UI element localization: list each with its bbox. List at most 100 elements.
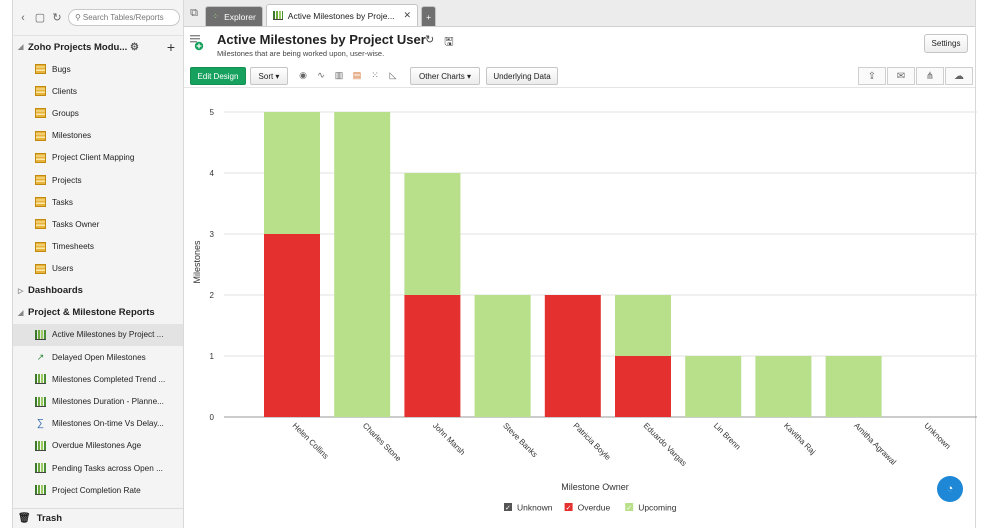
bar-segment-upcoming[interactable] xyxy=(615,295,671,356)
search-icon: ⚲ xyxy=(75,13,81,22)
sidebar-table-item[interactable]: Bugs xyxy=(13,58,183,80)
area-chart-icon[interactable]: ◺ xyxy=(389,70,397,80)
sidebar-report-item[interactable]: ∑ Milestones On-time Vs Delay... xyxy=(13,413,183,435)
bar-segment-overdue[interactable] xyxy=(404,295,461,417)
collapsed-triangle-icon[interactable]: ▷ xyxy=(18,287,24,295)
sidebar-table-item[interactable]: Projects xyxy=(13,169,183,191)
report-list-icon xyxy=(190,35,204,51)
expand-triangle-icon[interactable]: ◢ xyxy=(18,44,24,51)
sidebar-item-label: Clients xyxy=(52,86,78,96)
sidebar-table-item[interactable]: Tasks xyxy=(13,191,183,213)
bar-segment-overdue[interactable] xyxy=(544,295,601,417)
x-tick-label: Lin Brenn xyxy=(712,421,743,452)
sidebar-table-item[interactable]: Timesheets xyxy=(13,236,183,258)
new-tab-button[interactable]: + xyxy=(421,6,437,26)
sidebar-table-item[interactable]: Milestones xyxy=(13,125,183,147)
bar-segment-upcoming[interactable] xyxy=(755,356,812,417)
share-icon[interactable]: ⋔ xyxy=(916,67,944,85)
sidebar-report-item[interactable]: ↗ Delayed Open Milestones xyxy=(13,346,183,368)
close-icon[interactable]: ✕ xyxy=(403,10,412,20)
chat-icon: ◔ xyxy=(946,483,954,495)
sidebar-report-item[interactable]: Milestones Completed Trend ... xyxy=(13,368,183,390)
sidebar-item-label: Milestones Duration - Planne... xyxy=(52,397,164,407)
sidebar-report-item[interactable]: Milestones Duration - Planne... xyxy=(13,390,183,412)
sidebar-toolbar: ‹ ▢ ↻ ⚲ Search Tables/Reports xyxy=(13,0,183,36)
bar-segment-upcoming[interactable] xyxy=(334,112,391,417)
table-icon xyxy=(35,241,46,252)
underlying-data-button[interactable]: Underlying Data xyxy=(486,67,558,85)
chevron-down-icon: ▾ xyxy=(464,71,472,81)
bar-segment-upcoming[interactable] xyxy=(404,173,461,295)
email-icon[interactable]: ✉ xyxy=(887,67,915,85)
tab-explorer[interactable]: ⁘ Explorer xyxy=(205,6,263,26)
refresh-icon[interactable]: ↻ xyxy=(52,12,62,24)
legend-label: Upcoming xyxy=(638,503,677,513)
sidebar-report-item[interactable]: Project Completion Rate xyxy=(13,479,183,501)
settings-button[interactable]: Settings xyxy=(924,34,968,53)
legend-item[interactable]: ✓ Upcoming xyxy=(625,503,677,513)
sidebar-item-label: Timesheets xyxy=(52,242,95,252)
table-icon xyxy=(35,64,46,75)
sidebar-report-item[interactable]: Pending Tasks across Open ... xyxy=(13,457,183,479)
sidebar-report-item[interactable]: Active Milestones by Project ... xyxy=(13,323,183,347)
edit-design-button[interactable]: Edit Design xyxy=(190,67,246,85)
y-tick-label: 2 xyxy=(210,291,215,300)
bar-segment-upcoming[interactable] xyxy=(825,356,882,417)
x-tick-label: Amitha Agrawal xyxy=(852,421,898,467)
x-tick-label: John Marsh xyxy=(431,421,467,457)
pie-chart-icon[interactable]: ◉ xyxy=(299,70,307,80)
line-chart-icon[interactable]: ∿ xyxy=(317,70,325,80)
chat-support-button[interactable]: ◔ xyxy=(937,476,963,502)
dashboards-label: Dashboards xyxy=(28,285,83,297)
legend-swatch xyxy=(504,503,512,511)
sidebar-table-item[interactable]: Project Client Mapping xyxy=(13,147,183,169)
expand-triangle-icon[interactable]: ◢ xyxy=(18,309,24,317)
new-folder-icon[interactable]: ▢ xyxy=(34,12,46,24)
sidebar-table-item[interactable]: Groups xyxy=(13,102,183,124)
table-icon xyxy=(35,175,46,186)
export-icon[interactable]: ⇪ xyxy=(858,67,886,85)
y-tick-label: 5 xyxy=(210,108,215,117)
scatter-chart-icon[interactable]: ⁙ xyxy=(371,70,379,80)
reload-icon[interactable]: ↻ xyxy=(425,34,435,46)
add-icon[interactable]: + xyxy=(166,39,175,55)
table-icon xyxy=(35,197,46,208)
trash-icon: 🗑 xyxy=(18,513,31,524)
gear-icon[interactable]: ⚙ xyxy=(127,41,139,53)
window-icon[interactable]: ⧉ xyxy=(190,6,198,19)
tab-active-report[interactable]: Active Milestones by Proje... ✕ xyxy=(265,4,419,26)
bar-segment-overdue[interactable] xyxy=(264,234,320,417)
bar-segment-upcoming[interactable] xyxy=(474,295,531,417)
legend-label: Overdue xyxy=(578,503,611,513)
dashboards-group[interactable]: ▷ Dashboards xyxy=(13,280,183,302)
workspace-header[interactable]: ◢ Zoho Projects Modu... ⚙ + xyxy=(13,36,183,58)
sidebar-item-label: Project Client Mapping xyxy=(52,153,135,163)
bar-segment-upcoming[interactable] xyxy=(685,356,742,417)
other-charts-button[interactable]: Other Charts ▾ xyxy=(410,67,480,85)
publish-icon[interactable]: ☁ xyxy=(945,67,973,85)
collapse-icon[interactable]: ‹ xyxy=(21,11,25,24)
page-title: Active Milestones by Project User xyxy=(217,32,426,47)
stacked-bar-icon[interactable]: ▤ xyxy=(352,70,362,80)
sidebar-table-item[interactable]: Users xyxy=(13,258,183,280)
y-tick-label: 1 xyxy=(210,352,215,361)
reports-group[interactable]: ◢ Project & Milestone Reports xyxy=(13,302,183,324)
sort-button[interactable]: Sort ▾ xyxy=(250,67,288,85)
arrows-icon: ↗ xyxy=(36,352,45,363)
y-tick-label: 4 xyxy=(210,169,215,178)
sidebar-item-label: Projects xyxy=(52,175,82,185)
sidebar-table-item[interactable]: Tasks Owner xyxy=(13,213,183,235)
save-icon[interactable]: 🖫 xyxy=(444,36,454,48)
checkmark-icon: ✓ xyxy=(566,504,572,512)
search-input[interactable]: ⚲ Search Tables/Reports xyxy=(68,9,180,26)
legend-item[interactable]: ✓ Overdue xyxy=(564,503,611,513)
table-icon xyxy=(35,86,46,97)
sidebar-report-item[interactable]: Overdue Milestones Age xyxy=(13,435,183,457)
trash-item[interactable]: 🗑 Trash xyxy=(13,508,183,528)
bar-segment-overdue[interactable] xyxy=(615,356,671,417)
bar-chart-icon xyxy=(272,11,283,20)
bar-segment-upcoming[interactable] xyxy=(264,112,320,234)
legend-item[interactable]: ✓ Unknown xyxy=(504,503,553,513)
sidebar-table-item[interactable]: Clients xyxy=(13,80,183,102)
bar-chart-icon[interactable]: ▥ xyxy=(334,70,344,80)
